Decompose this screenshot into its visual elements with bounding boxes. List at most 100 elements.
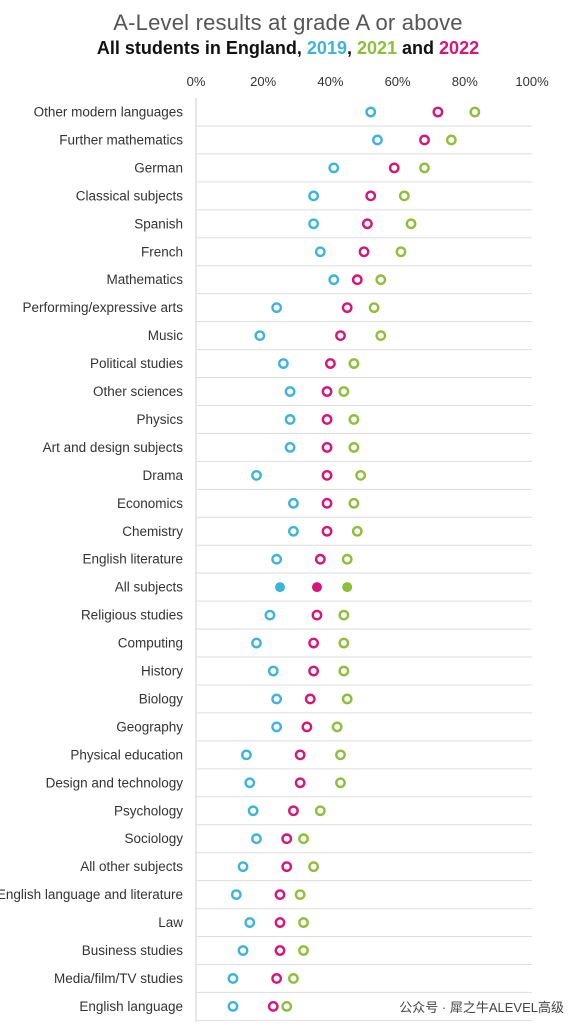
- dot-2021: [338, 637, 350, 649]
- dot-2021: [348, 358, 360, 369]
- x-tick-label: 60%: [385, 74, 411, 89]
- watermark: 公众号 · 犀之牛ALEVEL高级: [393, 995, 570, 1018]
- dot-2022: [294, 777, 306, 789]
- category-label: Geography: [116, 719, 183, 734]
- dot-2021: [308, 861, 319, 873]
- dot-2021: [338, 665, 350, 677]
- dot-2021: [298, 833, 309, 845]
- dot-2019: [240, 749, 252, 761]
- category-label: Biology: [139, 691, 184, 706]
- legend-2021: 2021: [356, 38, 398, 58]
- legend-2022: 2022: [439, 38, 480, 58]
- dot-2019: [284, 441, 296, 453]
- dot-2019: [308, 218, 319, 230]
- dot-2021: [294, 889, 306, 900]
- dot-2022: [281, 833, 293, 845]
- dot-2021: [335, 749, 346, 761]
- category-label: Business studies: [82, 943, 184, 958]
- category-label: Mathematics: [106, 272, 183, 287]
- dot-2022: [321, 441, 333, 453]
- x-tick-label: 0%: [187, 74, 206, 89]
- dot-2019: [271, 693, 283, 705]
- category-label: Psychology: [114, 803, 183, 818]
- category-label: English language: [79, 999, 183, 1014]
- dot-2019: [328, 274, 340, 286]
- dot-2022: [324, 358, 336, 369]
- dot-2021: [395, 246, 407, 258]
- dot-2021: [341, 693, 353, 705]
- dot-2022: [321, 469, 333, 481]
- category-label: Music: [148, 328, 184, 343]
- dot-2019: [288, 525, 299, 537]
- category-label: Spanish: [134, 216, 183, 231]
- x-tick-label: 80%: [452, 74, 478, 89]
- dot-2022: [281, 861, 293, 873]
- dot-2022: [341, 302, 353, 314]
- dot-2021: [348, 414, 360, 425]
- dot-2019: [237, 861, 249, 873]
- category-label: Religious studies: [81, 608, 183, 623]
- category-label: Physics: [136, 412, 183, 427]
- subtitle-sep2: and: [397, 38, 440, 58]
- dot-2022: [335, 330, 346, 341]
- dot-2019: [284, 414, 296, 425]
- dot-2022: [308, 637, 319, 649]
- dot-2019: [264, 609, 276, 621]
- category-label: English literature: [82, 552, 183, 567]
- dot-2022: [271, 973, 283, 984]
- dot-2021: [338, 386, 350, 397]
- dot-2021: [445, 134, 457, 146]
- dot-2019: [275, 582, 285, 593]
- dot-2019: [227, 1001, 239, 1012]
- dot-2021: [355, 469, 367, 481]
- category-label: French: [141, 244, 183, 259]
- category-label: Design and technology: [46, 775, 184, 790]
- dot-2022: [321, 497, 333, 509]
- category-label: History: [141, 664, 183, 679]
- dot-2021: [298, 945, 309, 956]
- category-label: English language and literature: [0, 887, 183, 902]
- dot-2021: [348, 497, 360, 509]
- dot-2019: [271, 302, 283, 314]
- dot-2019: [251, 637, 262, 649]
- dot-2019: [365, 106, 377, 118]
- category-label: Law: [158, 915, 183, 930]
- dot-2019: [251, 833, 262, 845]
- category-label: Art and design subjects: [43, 440, 184, 455]
- dot-2021: [405, 218, 417, 230]
- category-label: Further mathematics: [59, 132, 183, 147]
- category-label: All subjects: [115, 580, 184, 595]
- category-label: Drama: [142, 468, 183, 483]
- dot-2022: [365, 190, 377, 202]
- dot-2022: [274, 945, 286, 956]
- dot-2019: [284, 386, 296, 397]
- category-label: Classical subjects: [76, 188, 184, 203]
- category-label: Sociology: [124, 831, 183, 846]
- dot-2022: [308, 665, 319, 677]
- dot-2022: [301, 721, 313, 733]
- dot-2021: [368, 302, 380, 314]
- category-label: Computing: [118, 636, 183, 651]
- dot-2022: [274, 889, 286, 900]
- dot-2022: [361, 218, 373, 230]
- dot-2022: [267, 1001, 279, 1012]
- dot-2021: [348, 441, 360, 453]
- x-tick-label: 20%: [250, 74, 276, 89]
- dot-2021: [331, 721, 343, 733]
- dot-2021: [469, 106, 481, 118]
- dot-2019: [277, 358, 289, 369]
- dot-2021: [298, 917, 309, 928]
- dot-2022: [321, 414, 333, 425]
- dot-2019: [288, 497, 299, 509]
- dot-2022: [304, 693, 316, 705]
- category-label: Media/film/TV studies: [54, 971, 183, 986]
- dot-2019: [372, 134, 383, 146]
- category-label: Other modern languages: [34, 105, 184, 120]
- dot-2021: [351, 525, 363, 537]
- dot-2021: [288, 973, 299, 984]
- dot-2019: [244, 917, 256, 928]
- category-label: Other sciences: [93, 384, 183, 399]
- dot-2019: [244, 777, 256, 789]
- dot-2019: [230, 889, 242, 900]
